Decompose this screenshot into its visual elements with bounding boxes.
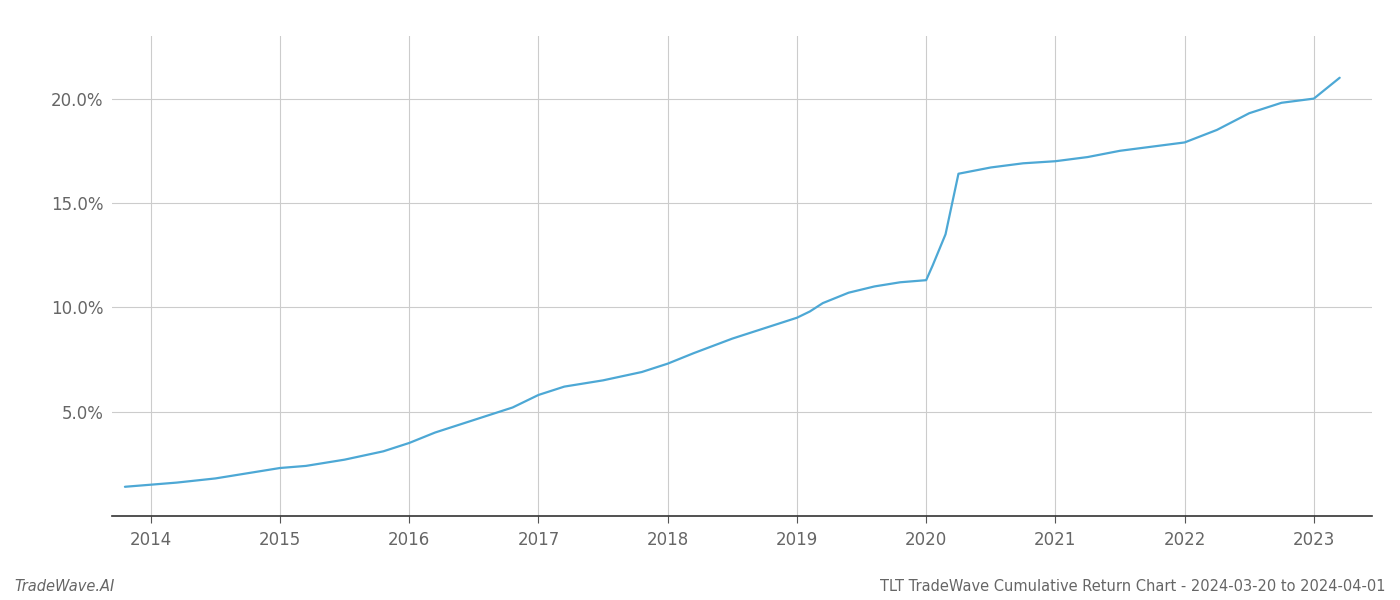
Text: TLT TradeWave Cumulative Return Chart - 2024-03-20 to 2024-04-01: TLT TradeWave Cumulative Return Chart - …: [881, 579, 1386, 594]
Text: TradeWave.AI: TradeWave.AI: [14, 579, 115, 594]
